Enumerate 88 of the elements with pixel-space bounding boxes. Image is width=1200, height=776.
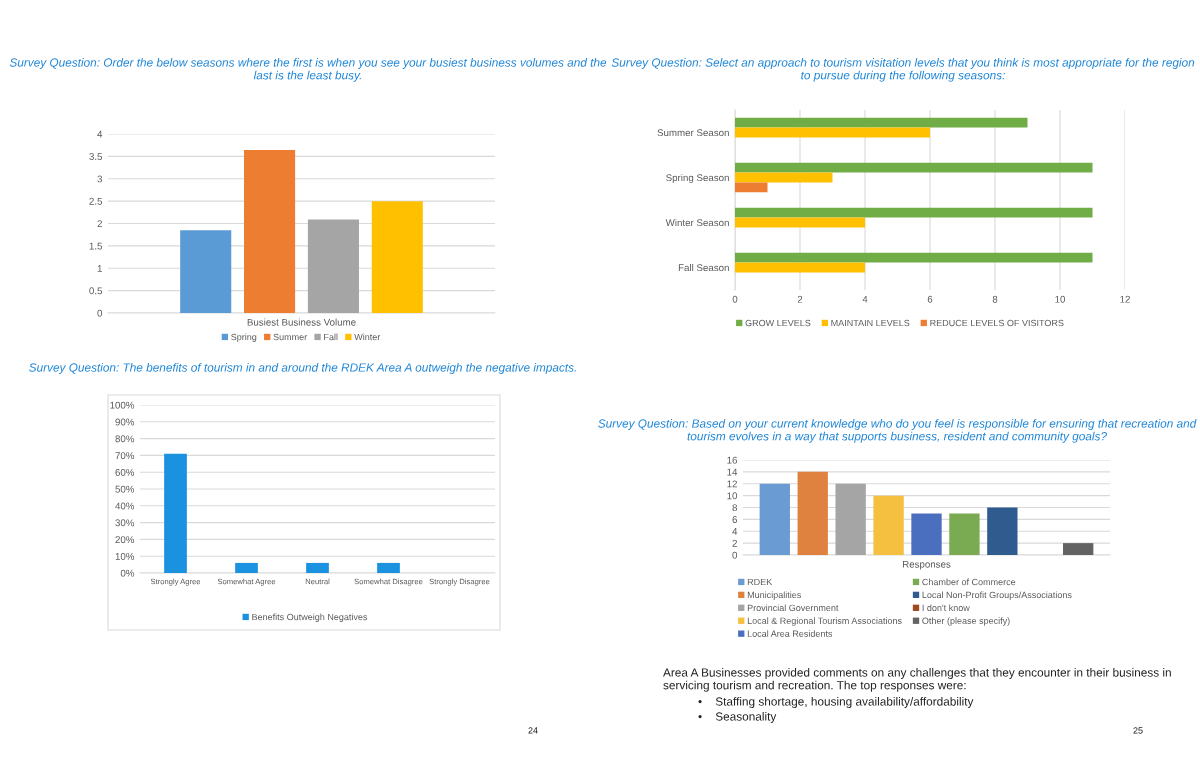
legend-label: REDUCE LEVELS OF VISITORS bbox=[930, 319, 1064, 327]
bar bbox=[797, 471, 828, 555]
bar bbox=[735, 207, 1093, 218]
y-tick-label: 0 bbox=[732, 551, 738, 559]
bar bbox=[371, 201, 423, 313]
legend-label: Local Non-Profit Groups/Associations bbox=[922, 591, 1072, 600]
bar bbox=[735, 217, 865, 228]
legend-label: Other (please specify) bbox=[922, 617, 1010, 626]
y-tick-label: 90% bbox=[115, 418, 135, 426]
legend-label: I don't know bbox=[922, 604, 970, 612]
text: 24 bbox=[528, 727, 538, 734]
bar bbox=[735, 262, 865, 273]
y-tick-label: 100% bbox=[110, 401, 135, 409]
bar bbox=[735, 252, 1093, 263]
x-tick-label: 8 bbox=[992, 295, 998, 303]
y-tick-label: 40% bbox=[115, 502, 135, 510]
legend-label: Local & Regional Tourism Associations bbox=[747, 617, 902, 626]
bar bbox=[244, 150, 296, 313]
y-tick-label: 20% bbox=[115, 536, 135, 544]
bar bbox=[835, 483, 866, 555]
x-tick-label: 2 bbox=[797, 295, 803, 303]
legend-label: Chamber of Commerce bbox=[922, 578, 1016, 586]
bar bbox=[180, 230, 232, 313]
bar bbox=[987, 507, 1018, 555]
bar bbox=[307, 219, 359, 313]
legend-label: Spring bbox=[231, 333, 257, 342]
y-tick-label: 80% bbox=[115, 435, 135, 443]
chart-title: Survey Question: Select an approach to tourism visitation levels that you think is most appropriate for the region to pursue during the following seasons: bbox=[611, 58, 1195, 82]
legend-label: Summer bbox=[273, 333, 308, 341]
y-tick-label: 60% bbox=[115, 468, 135, 476]
bar bbox=[911, 513, 942, 555]
x-tick-label: 4 bbox=[862, 295, 868, 303]
y-tick-label: 3.5 bbox=[89, 153, 103, 160]
y-tick-label: Winter Season bbox=[665, 218, 729, 227]
x-tick-label: Busiest Business Volume bbox=[247, 318, 356, 326]
chart-title: Survey Question: Order the below seasons where the first is when you see your busiest business volumes and the last is the least busy. bbox=[9, 58, 607, 82]
x-tick-label: 6 bbox=[927, 295, 933, 303]
bar bbox=[735, 182, 768, 193]
y-tick-label: Summer Season bbox=[657, 129, 729, 137]
y-tick-label: 16 bbox=[727, 456, 738, 464]
chart-title: Survey Question: The benefits of tourism in and around the RDEK Area A outweigh the negative impacts. bbox=[29, 363, 576, 375]
text: • Staffing shortage, housing availability/affordability bbox=[698, 697, 974, 709]
x-tick-label: 12 bbox=[1120, 295, 1130, 303]
legend-label: MAINTAIN LEVELS bbox=[831, 319, 910, 327]
legend-label: Provincial Government bbox=[747, 604, 839, 612]
y-tick-label: 1.5 bbox=[89, 242, 103, 250]
y-tick-label: 0 bbox=[97, 309, 103, 317]
legend-label: Local Area Residents bbox=[747, 630, 833, 637]
y-tick-label: 2.5 bbox=[89, 197, 103, 205]
legend-label: Benefits Outweigh Negatives bbox=[252, 613, 368, 622]
y-tick-label: 10 bbox=[727, 492, 738, 500]
y-tick-label: 30% bbox=[115, 519, 135, 527]
y-tick-label: 4 bbox=[97, 130, 103, 138]
bar bbox=[759, 483, 790, 555]
bar bbox=[735, 117, 1028, 128]
y-tick-label: 10% bbox=[115, 552, 135, 560]
legend-label: Fall bbox=[324, 333, 338, 341]
legend-label: RDEK bbox=[747, 578, 773, 586]
y-tick-label: 6 bbox=[732, 516, 738, 523]
text: Area A Businesses provided comments on any challenges that they encounter in their business in servicing tourism and recreation. The top responses were: bbox=[663, 668, 1171, 692]
legend-label: Municipalities bbox=[747, 591, 801, 600]
x-tick-label: 10 bbox=[1055, 295, 1066, 303]
y-tick-label: 0.5 bbox=[89, 287, 103, 295]
y-tick-label: 14 bbox=[727, 468, 738, 476]
bar bbox=[873, 495, 904, 555]
y-tick-label: 1 bbox=[97, 265, 102, 272]
y-tick-label: 12 bbox=[727, 480, 737, 488]
y-tick-label: Spring Season bbox=[666, 173, 729, 184]
bar bbox=[949, 513, 980, 555]
y-tick-label: 3 bbox=[97, 175, 103, 183]
text: 25 bbox=[1133, 727, 1143, 734]
y-tick-label: 2 bbox=[97, 220, 102, 228]
bar bbox=[735, 127, 930, 138]
legend-label: Winter bbox=[354, 333, 381, 341]
x-tick-label: Responses bbox=[902, 560, 951, 570]
y-tick-label: 2 bbox=[732, 539, 737, 547]
bar bbox=[1063, 543, 1094, 555]
y-tick-label: 8 bbox=[732, 504, 738, 512]
bar bbox=[735, 172, 833, 183]
chart-title: Survey Question: Based on your current knowledge who do you feel is responsible for ensuring that recreation and tourism evolves in a way that supports business, resident and community goals? bbox=[598, 419, 1197, 443]
y-tick-label: 70% bbox=[115, 452, 135, 460]
bar bbox=[735, 162, 1093, 173]
y-tick-label: Fall Season bbox=[678, 263, 729, 272]
y-tick-label: 0% bbox=[120, 569, 135, 577]
legend-label: GROW LEVELS bbox=[745, 319, 811, 327]
y-tick-label: 50% bbox=[115, 485, 135, 493]
text: • Seasonality bbox=[698, 712, 777, 724]
y-tick-label: 4 bbox=[732, 528, 738, 535]
